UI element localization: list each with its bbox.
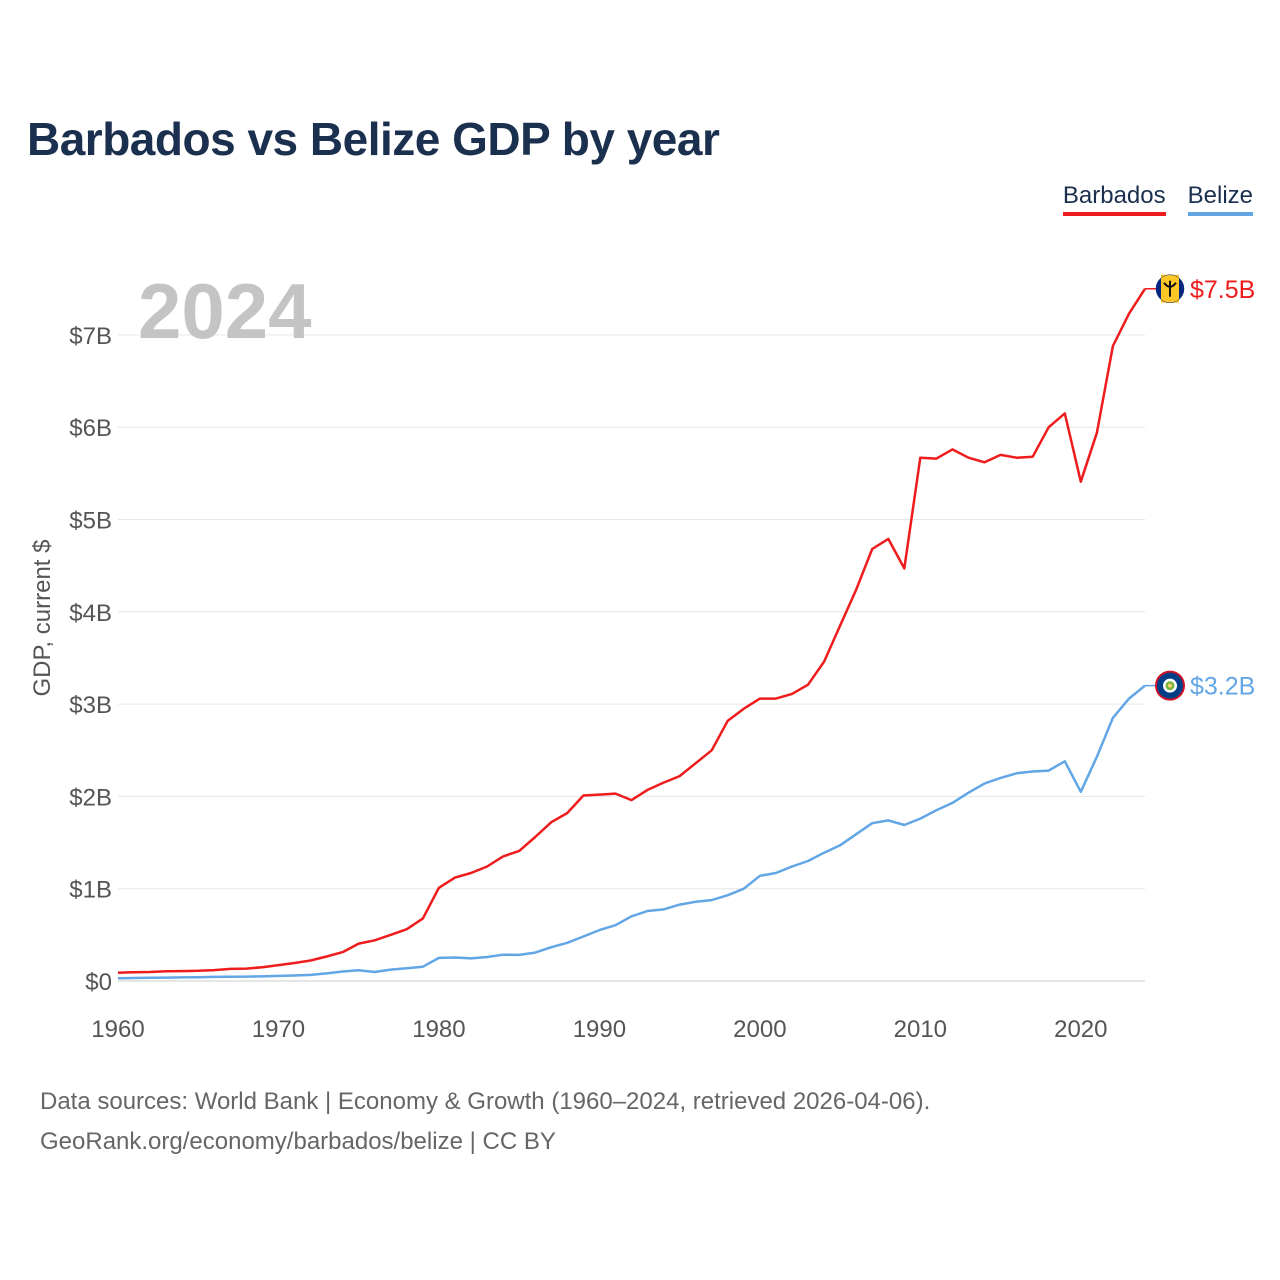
- x-tick-label: 1960: [91, 1016, 144, 1043]
- series-lines: [117, 288, 1147, 980]
- series-end-markers: $7.5B $3.2B: [1145, 274, 1255, 701]
- chart-title: Barbados vs Belize GDP by year: [27, 113, 720, 165]
- x-tick-label: 2020: [1054, 1016, 1107, 1043]
- chart-legend: Barbados Belize: [1062, 182, 1253, 216]
- y-tick-label: $5B: [69, 508, 112, 535]
- gdp-line-chart: 2024 GDP, current $ $0 $1B $2B $3B $4B $5B $6B…: [29, 267, 1255, 1043]
- belize-flag-icon: [1155, 670, 1185, 701]
- series-line-belize[interactable]: [117, 684, 1146, 980]
- y-axis-label: GDP, current $: [29, 540, 56, 697]
- x-tick-label: 2000: [733, 1016, 786, 1043]
- grid-lines: [118, 334, 1145, 982]
- year-watermark: 2024: [138, 267, 312, 355]
- y-tick-label: $3B: [69, 692, 112, 719]
- series-line-barbados[interactable]: [117, 288, 1147, 974]
- x-tick-label: 1980: [412, 1016, 465, 1043]
- legend-item-belize[interactable]: Belize: [1187, 182, 1253, 216]
- x-tick-label: 1970: [252, 1016, 305, 1043]
- end-value-label-belize: $3.2B: [1190, 673, 1255, 701]
- legend-item-barbados[interactable]: Barbados: [1062, 182, 1166, 216]
- y-tick-label: $7B: [69, 323, 112, 350]
- barbados-flag-icon: [1155, 274, 1185, 303]
- source-url-license: GeoRank.org/economy/barbados/belize | CC…: [40, 1128, 556, 1155]
- y-tick-label: $0: [85, 969, 112, 996]
- y-tick-label: $2B: [69, 784, 112, 811]
- y-tick-label: $4B: [69, 600, 112, 627]
- y-axis-ticks: $0 $1B $2B $3B $4B $5B $6B $7B: [69, 323, 112, 996]
- x-tick-label: 1990: [573, 1016, 626, 1043]
- end-value-label-barbados: $7.5B: [1190, 276, 1255, 304]
- x-tick-label: 2010: [894, 1016, 947, 1043]
- data-source-note: Data sources: World Bank | Economy & Gro…: [40, 1088, 931, 1115]
- x-axis-ticks: 1960 1970 1980 1990 2000 2010 2020: [91, 1016, 1107, 1043]
- y-tick-label: $6B: [69, 415, 112, 442]
- chart-footer: Data sources: World Bank | Economy & Gro…: [40, 1082, 930, 1162]
- y-tick-label: $1B: [69, 877, 112, 904]
